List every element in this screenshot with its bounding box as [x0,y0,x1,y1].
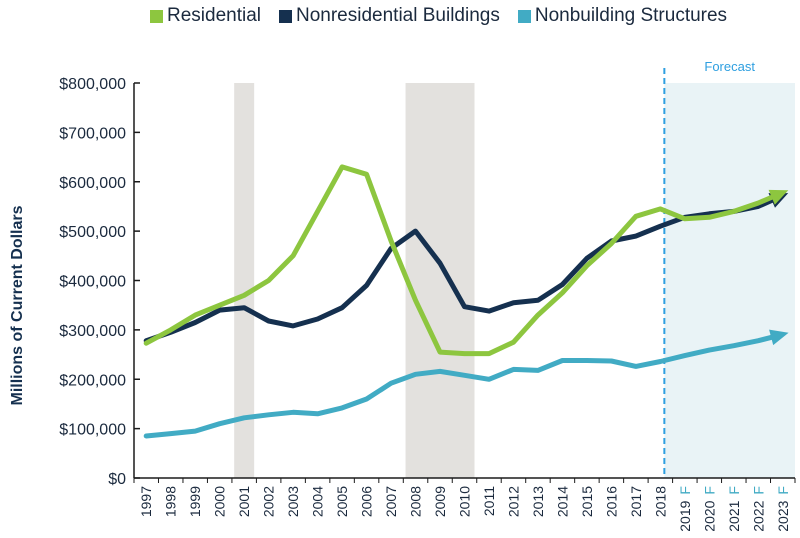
y-axis-title: Millions of Current Dollars [9,205,26,405]
legend-item-nonbuilding: Nonbuilding Structures [517,5,728,27]
x-tick-label: 2007 [383,486,399,517]
forecast-suffix: F [750,486,766,495]
series-layer [143,164,789,439]
x-tick-label: 1999 [187,486,203,517]
x-tick-label: 2002 [261,486,277,517]
x-tick-label: 2009 [432,486,448,517]
x-tick-label: 2005 [334,486,350,517]
x-tick-label: 2022F [750,486,766,532]
x-tick-label: 2016 [603,486,619,517]
y-tick-label: $200,000 [59,372,126,389]
legend-label-residential: Residential [167,5,261,26]
x-tick-label: 2001 [236,486,252,517]
legend-swatch-nonbuilding [517,9,531,23]
y-tick-label: $600,000 [59,175,126,192]
legend-item-nonresidential: Nonresidential Buildings [279,5,500,27]
x-tick-label: 1998 [163,486,179,517]
y-tick-label: $500,000 [59,224,126,241]
forecast-suffix: F [701,486,717,495]
x-tick-label: 2000 [212,486,228,517]
chart-legend: Residential Nonresidential Buildings Non… [150,5,727,27]
y-tick-label: $0 [108,471,126,488]
x-tick-label: 2015 [579,486,595,517]
legend-swatch-residential [150,9,163,23]
legend-label-nonresidential: Nonresidential Buildings [296,5,500,26]
x-tick-label: 2023F [775,486,791,532]
x-tick-label: 2012 [505,486,521,517]
y-tick-label: $800,000 [59,76,126,93]
x-tick-label: 2013 [530,486,546,517]
forecast-suffix: F [726,486,742,495]
x-tick-label: 2004 [310,486,326,517]
x-tick-label: 2017 [628,486,644,517]
x-tick-label: 2003 [285,486,301,517]
x-tick-label: 2021F [726,486,742,532]
forecast-suffix: F [677,486,693,495]
x-tick-label: 2020F [701,486,717,532]
forecast-label: Forecast [704,59,755,74]
y-tick-label: $700,000 [59,125,126,142]
legend-item-residential: Residential [150,5,261,27]
x-tick-label: 2008 [408,486,424,517]
x-tick-label: 2011 [481,486,497,516]
legend-swatch-nonresidential [279,9,292,23]
y-tick-label: $300,000 [59,323,126,340]
recession-band-1 [234,83,255,478]
series-arrow-residential [768,189,789,205]
recession-band-2 [405,83,475,478]
axis-layer [133,82,796,483]
forecast-suffix: F [775,486,791,495]
legend-label-nonbuilding: Nonbuilding Structures [534,5,728,26]
background-layer [234,68,795,478]
x-tick-label: 2010 [457,486,473,517]
x-tick-label: 2014 [554,486,570,517]
x-tick-label: 1997 [138,486,154,517]
forecast-region [664,83,795,478]
series-arrow-nonbuilding-structures [769,329,789,346]
x-tick-label: 2019F [677,486,693,532]
y-tick-label: $100,000 [59,422,126,439]
x-tick-label: 2006 [359,486,375,517]
y-tick-label: $400,000 [59,274,126,291]
x-tick-label: 2018 [652,486,668,517]
